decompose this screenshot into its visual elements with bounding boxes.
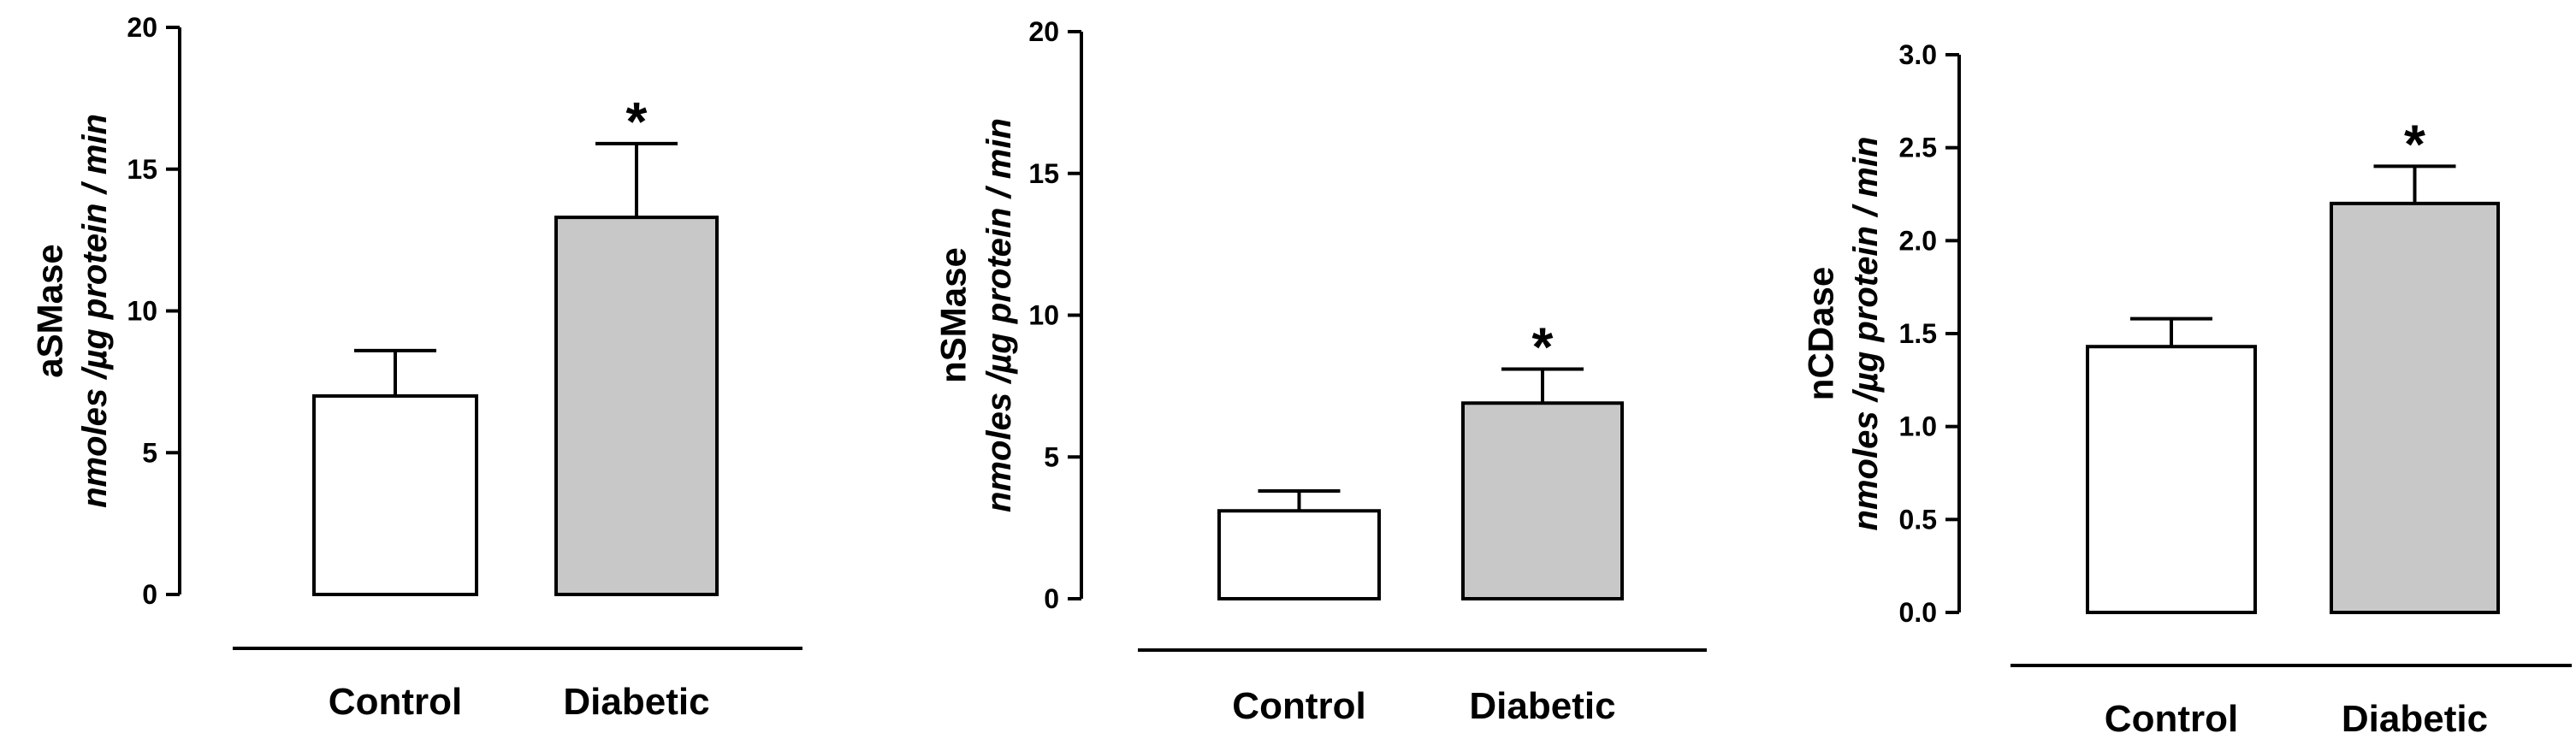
y-tick-label: 1.0 — [1899, 411, 1937, 442]
bar-diabetic — [1461, 401, 1624, 601]
y-tick-label: 20 — [127, 12, 157, 43]
y-tick-label: 20 — [1028, 16, 1059, 47]
y-tick-label: 0 — [1044, 583, 1059, 614]
chart-panel-ncdase: 0.0 0.5 1.0 1.5 2.0 2.5 3.0 nCDase nmoles /µg pr… — [1800, 39, 2572, 740]
y-axis-title: nCDase — [1800, 267, 1840, 400]
chart-panel-asmase: 0 5 10 15 20 aSMase nmoles /µg protein / min Co… — [29, 12, 802, 723]
y-axis-unit-label: nmoles /µg protein / min — [1847, 137, 1885, 531]
bar-control — [2086, 345, 2257, 614]
category-label-diabetic: Diabetic — [2342, 698, 2488, 740]
category-label-control: Control — [2105, 698, 2238, 740]
category-label-control: Control — [329, 681, 462, 723]
y-tick-label: 1.5 — [1899, 318, 1937, 349]
y-tick-label: 10 — [1028, 300, 1059, 331]
y-tick-label: 5 — [1044, 441, 1059, 472]
category-label-diabetic: Diabetic — [1469, 685, 1615, 727]
y-tick-label: 2.0 — [1899, 225, 1937, 256]
y-axis-unit-label: nmoles /µg protein / min — [980, 118, 1018, 512]
y-tick-label: 0.5 — [1899, 504, 1937, 535]
y-axis-unit-label: nmoles /µg protein / min — [76, 114, 114, 508]
y-tick-label: 5 — [142, 437, 157, 468]
significance-marker: * — [1532, 316, 1554, 377]
y-tick-label: 15 — [127, 154, 157, 185]
bar-control — [1217, 509, 1381, 600]
bar-diabetic — [554, 216, 719, 596]
y-tick-label: 10 — [127, 296, 157, 327]
y-axis-title: nSMase — [933, 247, 973, 383]
bar-diabetic — [2330, 201, 2500, 614]
chart-panel-nsmase: 0 5 10 15 20 nSMase nmoles /µg protein / min Co… — [933, 16, 1707, 727]
category-label-diabetic: Diabetic — [563, 681, 709, 723]
bar-control — [312, 393, 478, 597]
category-label-control: Control — [1232, 685, 1365, 727]
y-tick-label: 2.5 — [1899, 133, 1937, 163]
y-tick-label: 3.0 — [1899, 39, 1937, 70]
significance-marker: * — [626, 91, 648, 152]
significance-marker: * — [2404, 113, 2425, 174]
y-tick-label: 0.0 — [1899, 597, 1937, 628]
y-tick-label: 15 — [1028, 158, 1059, 189]
y-axis-title: aSMase — [29, 244, 69, 377]
y-tick-label: 0 — [142, 579, 157, 610]
